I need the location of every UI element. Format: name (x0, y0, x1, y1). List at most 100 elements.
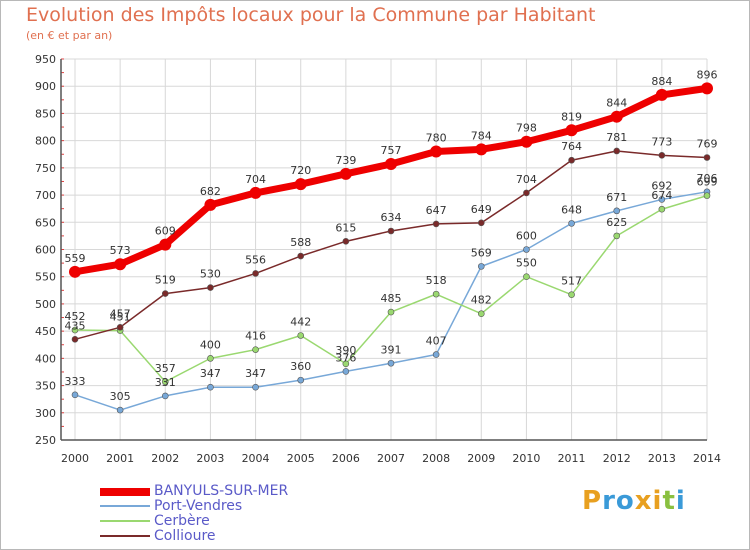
data-label: 569 (471, 246, 492, 259)
data-label: 559 (65, 252, 86, 265)
data-label: 844 (606, 97, 627, 110)
data-point (114, 258, 127, 271)
data-point (252, 346, 259, 353)
data-label: 550 (516, 257, 537, 270)
y-tick-label: 850 (35, 107, 56, 120)
data-point (69, 265, 81, 278)
x-tick-label: 2006 (332, 452, 360, 465)
data-label: 706 (697, 172, 718, 185)
data-point (565, 124, 578, 137)
data-label: 699 (697, 176, 718, 189)
data-point (658, 205, 666, 213)
data-point (297, 376, 305, 384)
logo-letter: r (602, 486, 616, 516)
data-point (430, 145, 443, 158)
data-label: 376 (335, 351, 356, 364)
legend-label-cerbere: Cerbère (154, 513, 210, 529)
data-label: 452 (65, 310, 86, 323)
y-tick-label: 800 (35, 135, 56, 148)
y-tick-label: 600 (35, 244, 56, 257)
data-point (523, 246, 530, 253)
logo-letter: t (662, 486, 676, 516)
data-point (703, 192, 711, 199)
data-label: 517 (561, 275, 582, 288)
data-label: 757 (381, 144, 402, 157)
data-point (252, 270, 259, 277)
data-label: 634 (381, 211, 402, 224)
data-label: 773 (651, 135, 672, 148)
logo-letter: i (675, 486, 686, 516)
data-label: 518 (426, 274, 447, 287)
legend-swatch-banyuls (100, 488, 150, 496)
data-point (520, 135, 533, 148)
x-tick-label: 2011 (558, 452, 586, 465)
data-label: 671 (606, 191, 627, 204)
data-label: 648 (561, 203, 582, 216)
data-point (339, 167, 352, 180)
logo-letter: o (615, 486, 635, 516)
x-tick-label: 2008 (422, 452, 450, 465)
data-point (655, 88, 668, 101)
y-tick-label: 900 (35, 80, 56, 93)
data-point (658, 152, 666, 159)
y-tick-label: 700 (35, 189, 56, 202)
y-tick-label: 750 (35, 162, 56, 175)
data-label: 390 (335, 344, 356, 357)
data-point (610, 110, 623, 123)
axis-layer: 250 300 350 400 450 500 550 600 650 700 750 800 850 9… (35, 53, 721, 465)
data-label: 615 (335, 221, 356, 234)
data-point (568, 291, 575, 298)
data-point (613, 232, 621, 240)
data-point (477, 263, 485, 270)
data-point (432, 351, 440, 358)
data-label: 347 (245, 367, 266, 380)
y-tick-label: 500 (35, 298, 56, 311)
y-tick-label: 950 (35, 53, 56, 66)
legend-label-collioure: Collioure (154, 528, 216, 544)
data-label: 609 (155, 225, 176, 238)
line-chart: 250 300 350 400 450 500 550 600 650 700 750 800 850 9… (35, 53, 721, 465)
y-tick-label: 300 (35, 407, 56, 420)
data-label: 333 (65, 375, 86, 388)
data-point (387, 227, 395, 235)
chart-subtitle: (en € et par an) (26, 29, 113, 42)
data-label: 704 (245, 173, 266, 186)
data-label: 305 (110, 390, 131, 403)
data-label: 519 (155, 274, 176, 287)
logo-letter: i (652, 486, 663, 516)
data-point (385, 158, 397, 171)
data-label: 457 (110, 307, 131, 320)
data-point (475, 143, 488, 156)
data-label: 600 (516, 230, 537, 243)
y-tick-label: 250 (35, 434, 56, 447)
data-label: 798 (516, 122, 537, 135)
x-tick-label: 2004 (242, 452, 270, 465)
data-label: 692 (651, 179, 672, 192)
data-point (342, 368, 350, 375)
data-label: 400 (200, 338, 221, 351)
data-point (701, 82, 713, 95)
data-label: 530 (200, 268, 221, 281)
data-point (613, 207, 621, 215)
data-label: 884 (651, 75, 672, 88)
legend-swatch-cerbere (100, 520, 150, 522)
data-point (342, 238, 350, 245)
series-layer (69, 82, 713, 414)
data-label: 819 (561, 110, 582, 123)
data-label: 357 (155, 362, 176, 375)
data-label: 674 (651, 189, 672, 202)
data-label: 739 (335, 154, 356, 167)
data-label: 573 (110, 244, 131, 257)
data-label: 442 (290, 315, 311, 328)
x-tick-label: 2010 (512, 452, 540, 465)
data-label: 780 (426, 132, 447, 145)
data-point (207, 383, 214, 391)
x-tick-label: 2000 (61, 452, 89, 465)
data-point (159, 238, 172, 251)
y-tick-label: 650 (35, 216, 56, 229)
data-label: 360 (290, 360, 311, 373)
data-label: 451 (110, 311, 131, 324)
data-label: 682 (200, 185, 221, 198)
data-label: 391 (381, 343, 402, 356)
x-tick-label: 2012 (603, 452, 631, 465)
